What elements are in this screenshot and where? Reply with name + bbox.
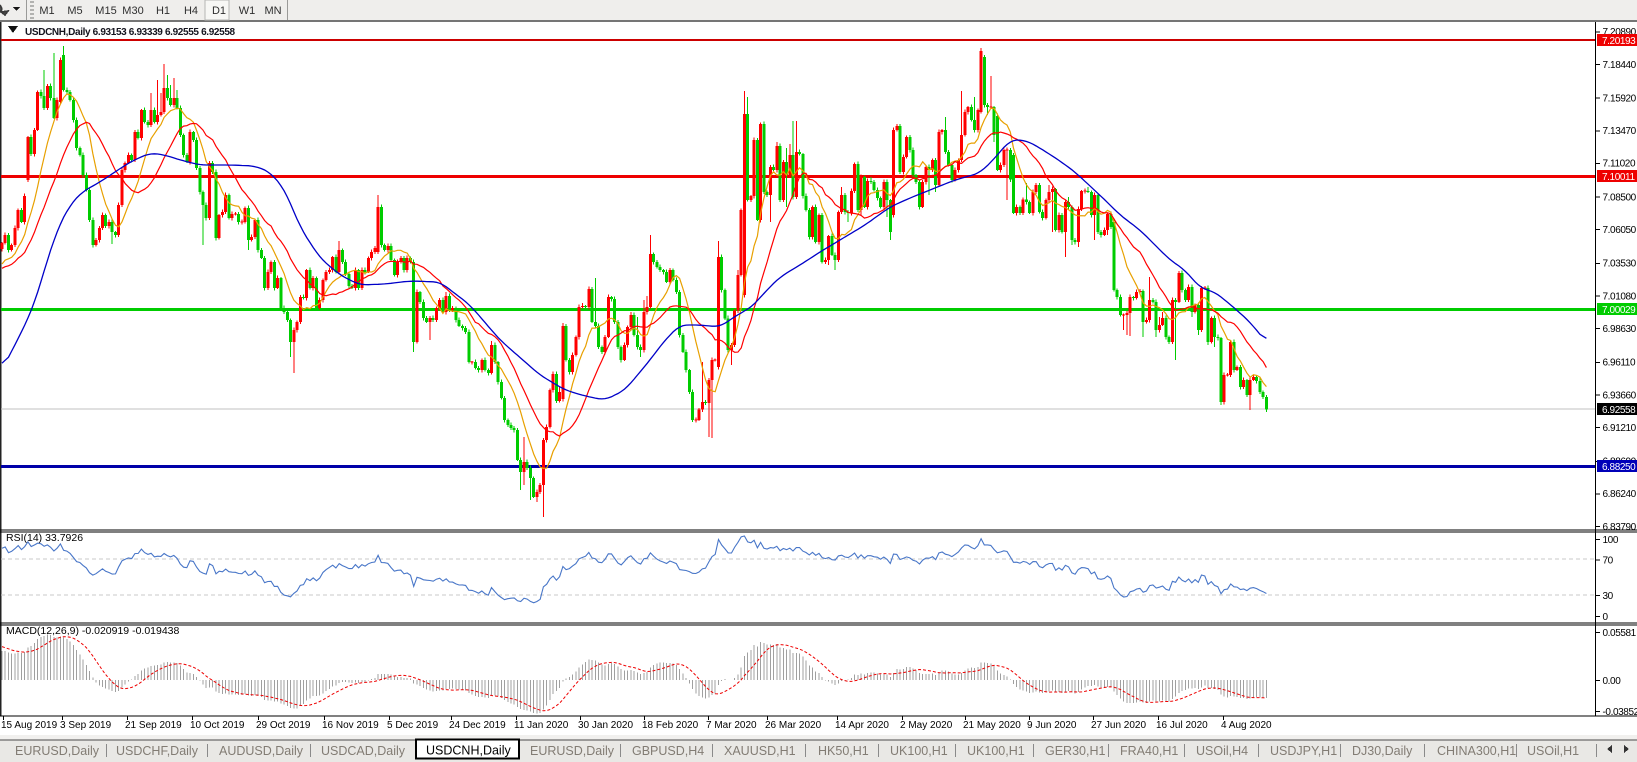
svg-text:26 Mar 2020: 26 Mar 2020 [765, 720, 822, 731]
svg-text:M15: M15 [95, 5, 116, 17]
svg-text:6.86240: 6.86240 [1603, 489, 1637, 500]
svg-text:USOil,H1: USOil,H1 [1527, 744, 1579, 758]
svg-text:29 Oct 2019: 29 Oct 2019 [256, 720, 311, 731]
svg-text:EURUSD,Daily: EURUSD,Daily [15, 744, 100, 758]
svg-text:M1: M1 [39, 5, 54, 17]
svg-text:0.05581: 0.05581 [1603, 628, 1637, 639]
svg-text:21 May 2020: 21 May 2020 [963, 720, 1021, 731]
svg-text:W1: W1 [239, 5, 256, 17]
svg-text:DJ30,Daily: DJ30,Daily [1352, 744, 1413, 758]
svg-text:6.91210: 6.91210 [1603, 423, 1637, 434]
svg-text:3 Sep 2019: 3 Sep 2019 [60, 720, 112, 731]
svg-text:XAUUSD,H1: XAUUSD,H1 [724, 744, 796, 758]
svg-text:21 Sep 2019: 21 Sep 2019 [125, 720, 182, 731]
svg-text:10 Oct 2019: 10 Oct 2019 [190, 720, 245, 731]
svg-text:7 Mar 2020: 7 Mar 2020 [706, 720, 757, 731]
svg-text:M5: M5 [67, 5, 82, 17]
svg-text:6.93660: 6.93660 [1603, 390, 1637, 401]
svg-text:D1: D1 [212, 5, 226, 17]
svg-text:RSI(14) 33.7926: RSI(14) 33.7926 [6, 532, 83, 544]
svg-text:9 Jun 2020: 9 Jun 2020 [1027, 720, 1077, 731]
svg-text:4 Aug 2020: 4 Aug 2020 [1221, 720, 1272, 731]
svg-text:7.10011: 7.10011 [1602, 172, 1635, 183]
svg-text:CHINA300,H1: CHINA300,H1 [1437, 744, 1516, 758]
svg-text:7.15920: 7.15920 [1603, 93, 1637, 104]
svg-text:EURUSD,Daily: EURUSD,Daily [530, 744, 615, 758]
svg-text:USDCAD,Daily: USDCAD,Daily [321, 744, 406, 758]
svg-text:USDCNH,Daily: USDCNH,Daily [426, 744, 511, 758]
svg-text:GBPUSD,H4: GBPUSD,H4 [632, 744, 704, 758]
svg-text:0.00: 0.00 [1603, 676, 1622, 687]
svg-text:7.20890: 7.20890 [1603, 27, 1637, 38]
svg-text:14 Apr 2020: 14 Apr 2020 [835, 720, 889, 731]
svg-text:MACD(12,26,9) -0.020919 -0.019: MACD(12,26,9) -0.020919 -0.019438 [6, 625, 180, 637]
svg-text:7.13470: 7.13470 [1603, 126, 1637, 137]
svg-text:6.88250: 6.88250 [1602, 462, 1636, 473]
svg-text:-0.038524: -0.038524 [1603, 707, 1637, 718]
svg-text:USOil,H4: USOil,H4 [1196, 744, 1248, 758]
svg-text:6.98630: 6.98630 [1603, 324, 1637, 335]
svg-text:100: 100 [1603, 535, 1619, 546]
svg-text:USDJPY,H1: USDJPY,H1 [1270, 744, 1337, 758]
svg-text:30 Jan 2020: 30 Jan 2020 [578, 720, 633, 731]
svg-text:7.06050: 7.06050 [1603, 225, 1637, 236]
svg-text:2 May 2020: 2 May 2020 [900, 720, 953, 731]
svg-text:H4: H4 [184, 5, 198, 17]
svg-text:AUDUSD,Daily: AUDUSD,Daily [219, 744, 304, 758]
svg-text:15 Aug 2019: 15 Aug 2019 [1, 720, 58, 731]
svg-text:GER30,H1: GER30,H1 [1045, 744, 1105, 758]
svg-text:6.83790: 6.83790 [1603, 522, 1637, 533]
svg-text:UK100,H1: UK100,H1 [890, 744, 948, 758]
svg-text:7.20193: 7.20193 [1602, 36, 1636, 47]
svg-text:7.18440: 7.18440 [1603, 60, 1637, 71]
svg-text:FRA40,H1: FRA40,H1 [1120, 744, 1178, 758]
svg-text:HK50,H1: HK50,H1 [818, 744, 869, 758]
svg-text:6.92558: 6.92558 [1602, 405, 1636, 416]
svg-text:H1: H1 [156, 5, 170, 17]
svg-text:24 Dec 2019: 24 Dec 2019 [449, 720, 506, 731]
svg-text:7.11020: 7.11020 [1603, 159, 1636, 170]
svg-text:5 Dec 2019: 5 Dec 2019 [387, 720, 439, 731]
svg-text:30: 30 [1603, 591, 1614, 602]
svg-text:7.01080: 7.01080 [1603, 291, 1637, 302]
svg-text:UK100,H1: UK100,H1 [967, 744, 1025, 758]
svg-text:MN: MN [264, 5, 281, 17]
svg-text:18 Feb 2020: 18 Feb 2020 [642, 720, 699, 731]
svg-text:11 Jan 2020: 11 Jan 2020 [514, 720, 569, 731]
svg-text:USDCHF,Daily: USDCHF,Daily [116, 744, 199, 758]
svg-text:M30: M30 [122, 5, 143, 17]
svg-text:7.08500: 7.08500 [1603, 192, 1637, 203]
svg-text:USDCNH,Daily 6.93153 6.93339: USDCNH,Daily 6.93153 6.93339 6.92555 6.9… [25, 27, 236, 38]
svg-text:16 Jul 2020: 16 Jul 2020 [1156, 720, 1208, 731]
svg-text:16 Nov 2019: 16 Nov 2019 [322, 720, 379, 731]
svg-text:27 Jun 2020: 27 Jun 2020 [1091, 720, 1146, 731]
svg-text:7.00029: 7.00029 [1602, 305, 1636, 316]
svg-text:70: 70 [1603, 555, 1614, 566]
svg-text:0: 0 [1603, 612, 1609, 623]
svg-text:7.03530: 7.03530 [1603, 259, 1637, 270]
svg-text:6.96110: 6.96110 [1603, 358, 1636, 369]
